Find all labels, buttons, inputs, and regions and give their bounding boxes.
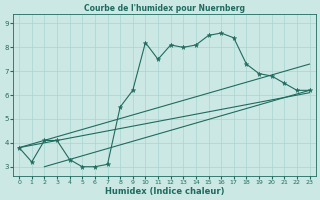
Title: Courbe de l'humidex pour Nuernberg: Courbe de l'humidex pour Nuernberg <box>84 4 245 13</box>
X-axis label: Humidex (Indice chaleur): Humidex (Indice chaleur) <box>105 187 224 196</box>
